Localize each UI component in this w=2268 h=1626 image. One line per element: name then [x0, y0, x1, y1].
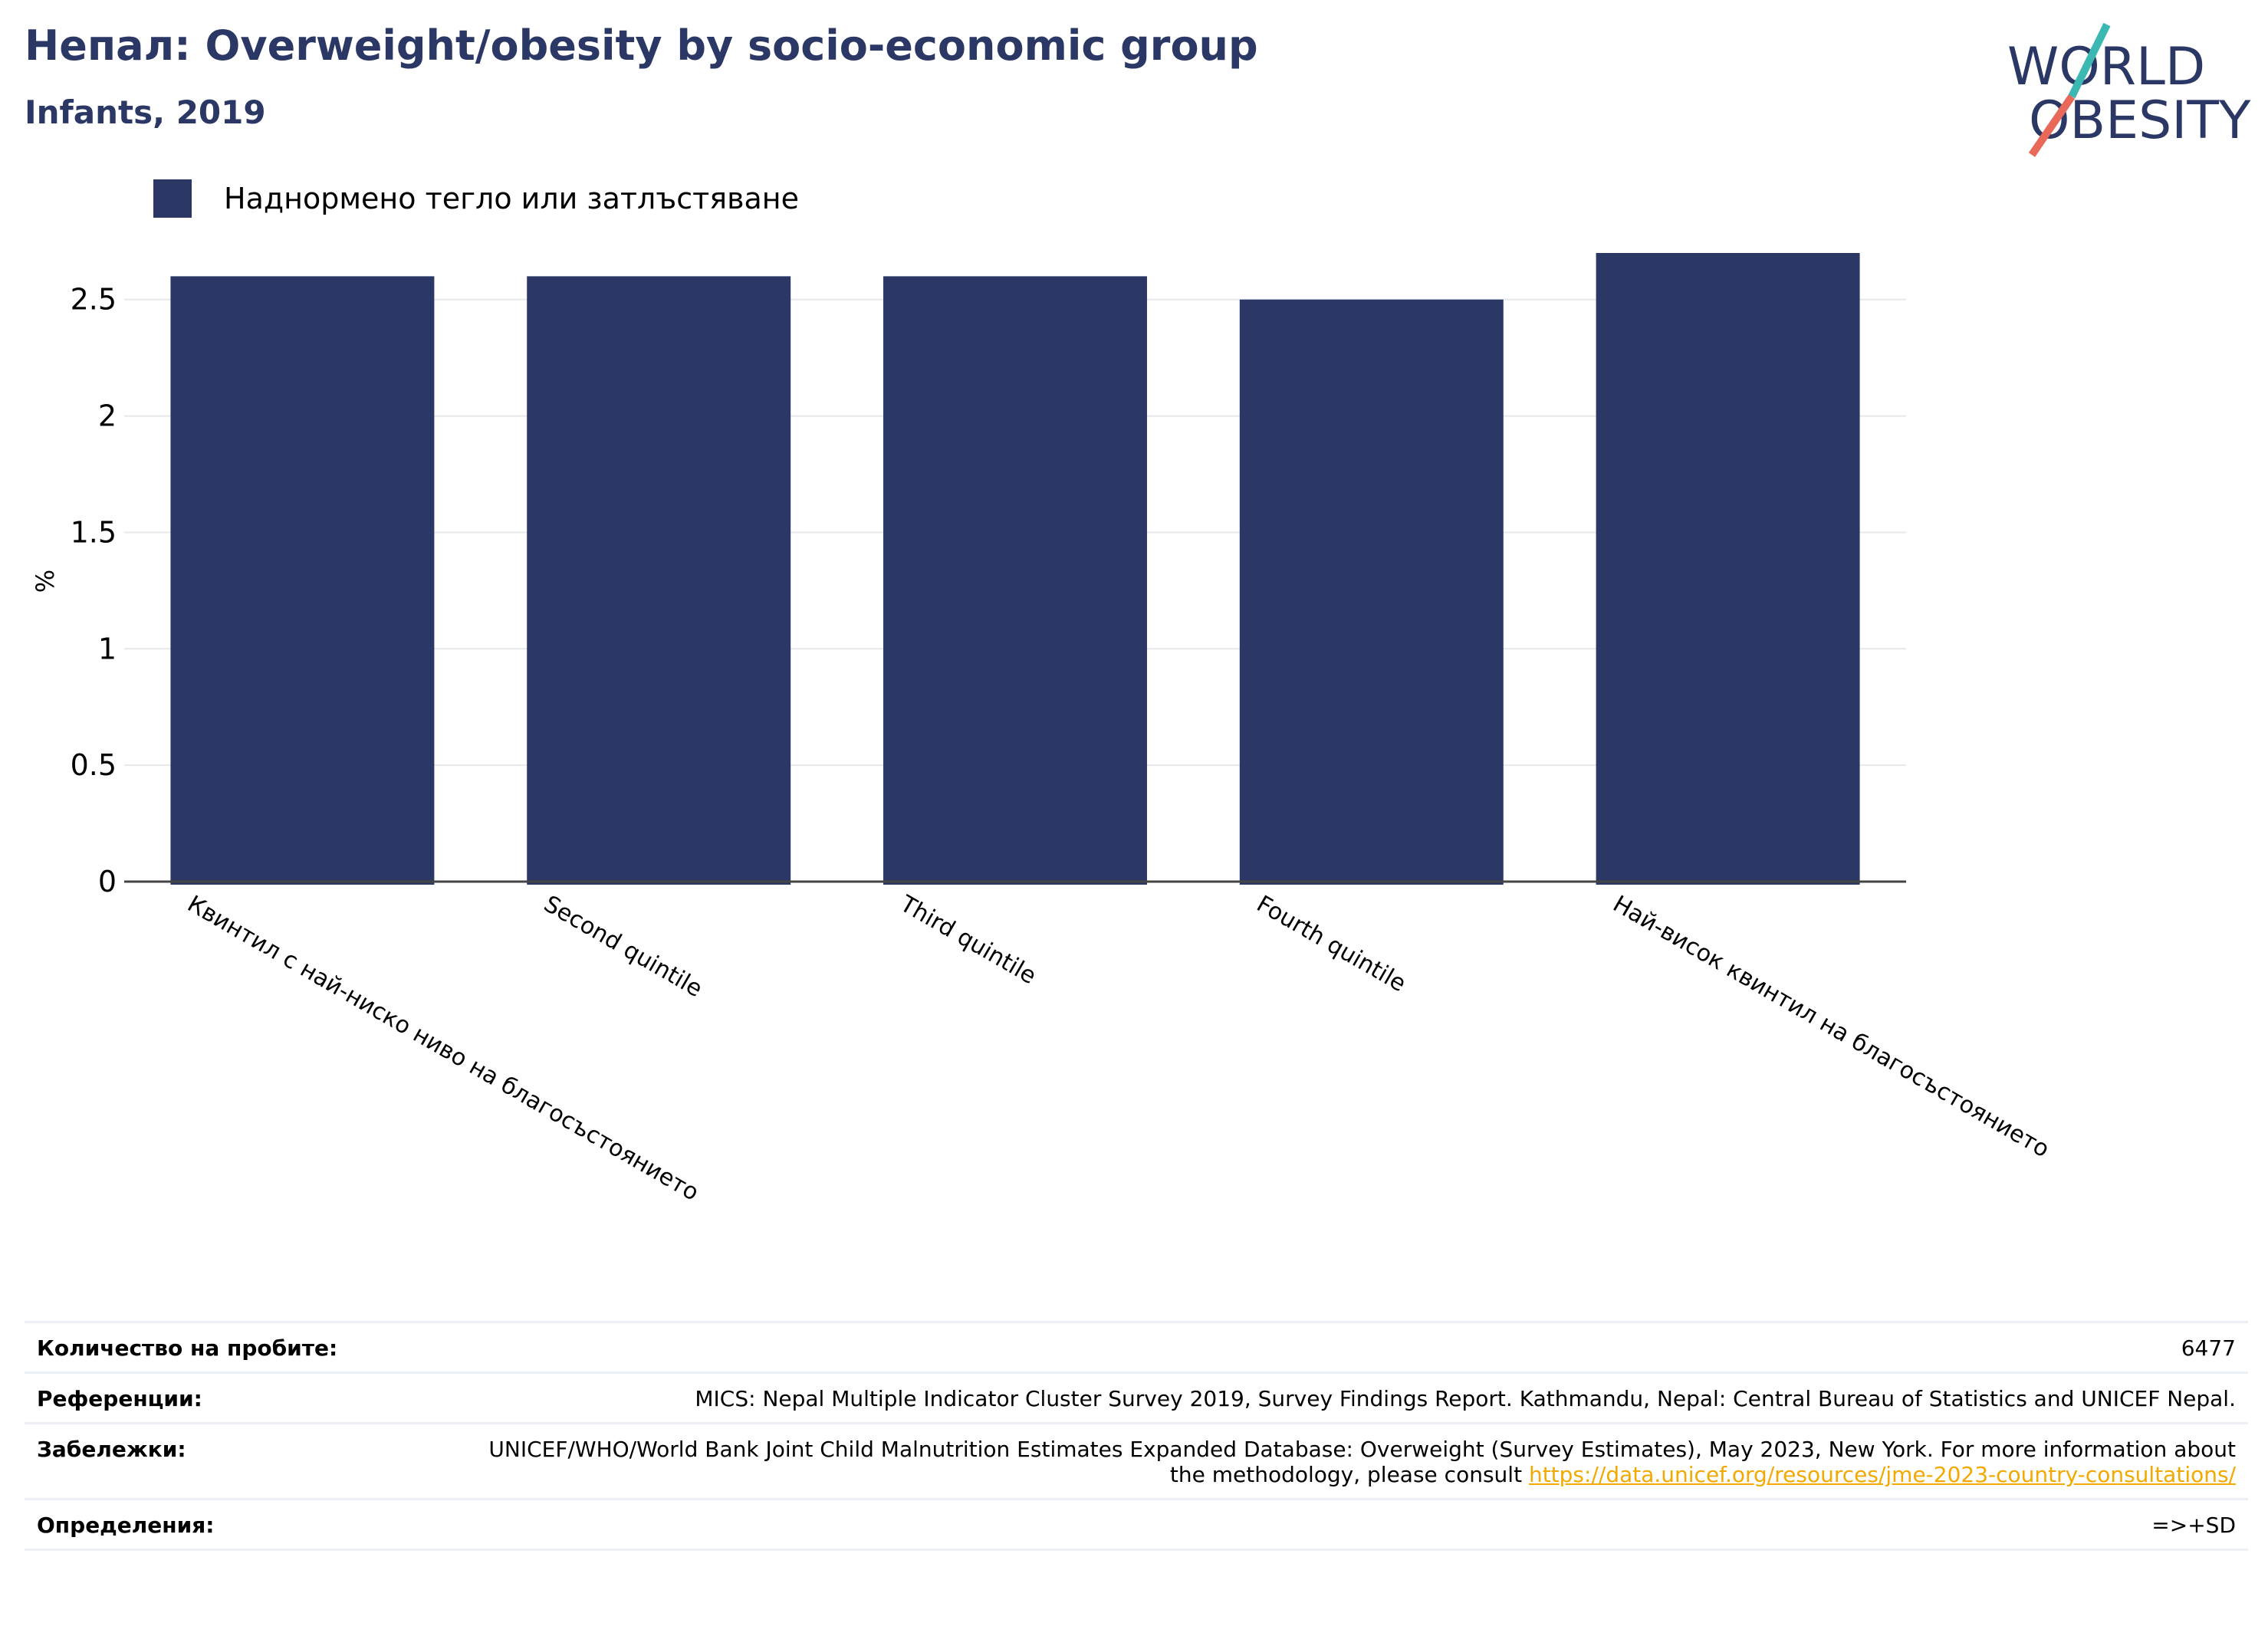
y-tick-label: 0: [98, 865, 117, 898]
meta-key: Количество на пробите:: [37, 1335, 338, 1361]
logo-slash-teal: [2068, 23, 2111, 99]
meta-value: MICS: Nepal Multiple Indicator Cluster S…: [695, 1386, 2236, 1411]
meta-key: Референции:: [37, 1386, 202, 1411]
y-axis-label: %: [31, 570, 60, 593]
meta-value: UNICEF/WHO/World Bank Joint Child Malnut…: [466, 1437, 2236, 1487]
x-tick-label: Най-висок квинтил на благосъстоянието: [1609, 891, 2054, 1164]
bar: [883, 276, 1147, 885]
methodology-link[interactable]: https://data.unicef.org/resources/jme-20…: [1528, 1462, 2236, 1487]
chart-subtitle: Infants, 2019: [25, 94, 266, 131]
chart-title: Непал: Overweight/obesity by socio-econo…: [25, 21, 1258, 70]
legend-label: Наднормено тегло или затлъстяване: [224, 182, 799, 215]
y-tick-label: 1: [98, 632, 117, 665]
y-tick-label: 1.5: [71, 515, 117, 549]
y-tick-label: 0.5: [71, 748, 117, 782]
meta-key: Определения:: [37, 1513, 215, 1538]
y-tick-label: 2: [98, 399, 117, 433]
y-tick-label: 2.5: [71, 283, 117, 317]
x-tick-label: Second quintile: [539, 891, 707, 1003]
world-obesity-logo: WORLD OBESITY: [2007, 23, 2251, 157]
logo-slash-red: [2028, 94, 2076, 157]
bar: [1596, 253, 1860, 885]
logo-line1: WORLD: [2007, 37, 2205, 97]
x-tick-label: Third quintile: [895, 890, 1040, 990]
meta-row-definitions: Определения: =>+SD: [25, 1498, 2248, 1551]
meta-row-sample-size: Количество на пробите: 6477: [25, 1321, 2248, 1371]
legend[interactable]: Наднормено тегло или затлъстяване: [153, 179, 799, 218]
meta-row-notes: Забележки: UNICEF/WHO/World Bank Joint C…: [25, 1422, 2248, 1498]
meta-value: =>+SD: [2151, 1513, 2236, 1538]
bar-layer: [170, 253, 1860, 885]
meta-value: 6477: [2181, 1335, 2236, 1361]
metadata-table: Количество на пробите: 6477 Референции: …: [25, 1321, 2248, 1551]
meta-notes-text: UNICEF/WHO/World Bank Joint Child Malnut…: [488, 1437, 2236, 1487]
x-tick-label: Fourth quintile: [1252, 891, 1411, 998]
legend-swatch: [153, 179, 192, 218]
meta-key: Забележки:: [37, 1437, 186, 1462]
meta-row-references: Референции: MICS: Nepal Multiple Indicat…: [25, 1371, 2248, 1422]
bar: [170, 276, 435, 885]
bar: [1239, 299, 1504, 885]
bar: [527, 276, 791, 885]
